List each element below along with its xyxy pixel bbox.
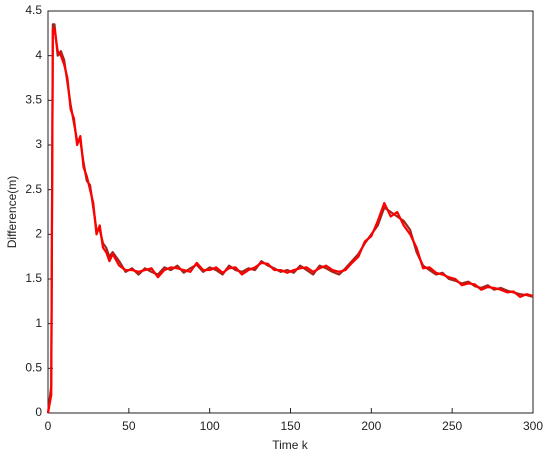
y-tick-label: 1.5 [25,271,42,285]
y-tick-label: 3 [35,137,42,151]
y-tick-label: 2.5 [25,182,42,196]
x-tick-label: 200 [361,419,381,433]
y-tick-label: 1 [35,316,42,330]
y-tick-label: 0 [35,405,42,419]
x-tick-label: 300 [523,419,543,433]
y-tick-label: 0.5 [25,361,42,375]
y-tick-label: 2 [35,227,42,241]
x-tick-label: 0 [45,419,52,433]
y-tick-label: 4.5 [25,3,42,17]
data-line [46,27,534,414]
y-tick-label: 4 [35,48,42,62]
data-line [46,23,534,414]
x-tick-label: 100 [200,419,220,433]
x-tick-label: 250 [442,419,462,433]
x-axis-title: Time k [272,438,309,452]
y-tick-label: 3.5 [25,93,42,107]
x-tick-label: 50 [122,419,136,433]
plot-frame [47,10,534,414]
x-tick-label: 150 [280,419,300,433]
y-axis-title: Difference(m) [5,176,19,248]
